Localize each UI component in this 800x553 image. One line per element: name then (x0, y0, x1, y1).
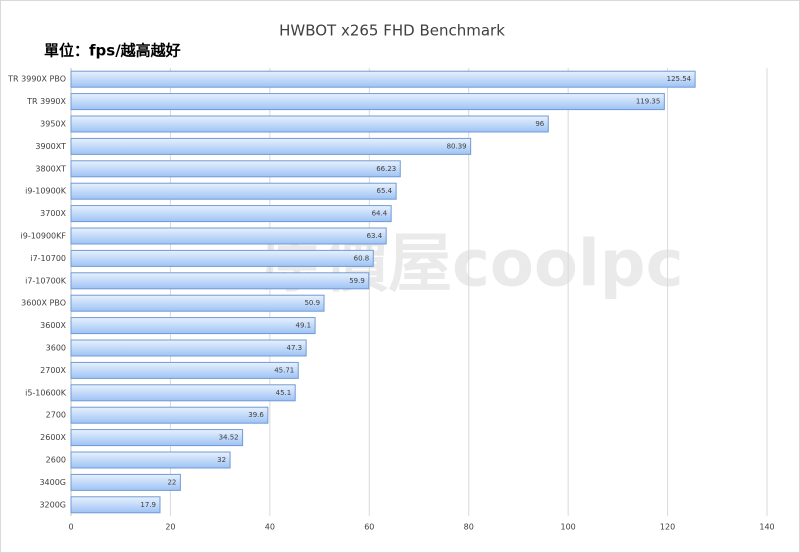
data-label: 63.4 (367, 232, 383, 240)
data-label: 66.23 (376, 165, 396, 173)
bar (70, 429, 244, 447)
x-tick-label: 60 (364, 523, 374, 532)
x-tick-label: 20 (165, 523, 175, 532)
bar (70, 227, 387, 245)
bar (70, 272, 370, 290)
data-label: 59.9 (349, 277, 365, 285)
y-tick-label: 2700X (40, 366, 66, 375)
data-label: 32 (217, 456, 226, 464)
data-label: 45.71 (274, 366, 294, 374)
data-label: 47.3 (287, 344, 303, 352)
y-tick-label: i5-10600K (25, 388, 67, 397)
data-label: 34.52 (219, 434, 239, 442)
y-tick-label: i9-10900KF (21, 232, 67, 241)
bar (70, 339, 307, 357)
y-tick-label: 3600 (46, 344, 66, 353)
data-label: 65.4 (377, 187, 393, 195)
chart-title: HWBOT x265 FHD Benchmark (279, 22, 505, 40)
y-tick-label: 3800XT (35, 164, 66, 173)
bar (70, 70, 696, 88)
y-tick-label: 2600X (40, 433, 66, 442)
x-tick-label: 140 (759, 523, 774, 532)
bar (70, 473, 181, 491)
data-label: 64.4 (372, 210, 388, 218)
bar (70, 294, 325, 312)
y-tick-label: 3600X (40, 321, 66, 330)
y-tick-label: i9-10900K (25, 187, 67, 196)
data-label: 22 (167, 478, 176, 486)
bar (70, 137, 472, 155)
x-tick-label: 100 (561, 523, 576, 532)
y-tick-label: i7-10700 (30, 254, 66, 263)
data-label: 125.54 (667, 75, 692, 83)
y-tick-label: i7-10700K (25, 276, 67, 285)
data-label: 80.39 (447, 142, 467, 150)
y-tick-label: 3400G (39, 478, 66, 487)
data-label: 39.6 (248, 411, 264, 419)
data-label: 17.9 (140, 501, 156, 509)
bar (70, 160, 401, 178)
data-label: 45.1 (276, 389, 292, 397)
bar (70, 317, 316, 335)
y-tick-label: 3700X (40, 209, 66, 218)
y-tick-label: 3900XT (35, 142, 66, 151)
bar (70, 406, 269, 424)
y-tick-label: 2700 (46, 411, 66, 420)
bar (70, 451, 231, 469)
bar (70, 249, 374, 267)
bar (70, 384, 296, 402)
x-tick-label: 120 (660, 523, 675, 532)
y-tick-label: 3200G (39, 500, 66, 509)
y-tick-label: 3950X (40, 120, 66, 129)
bar (70, 182, 397, 200)
bar (70, 93, 665, 111)
bar (70, 361, 299, 379)
bar (70, 115, 549, 133)
x-tick-label: 80 (464, 523, 474, 532)
data-label: 60.8 (354, 254, 370, 262)
y-tick-label: 2600 (46, 456, 66, 465)
data-label: 49.1 (296, 322, 312, 330)
chart-subtitle: 單位：fps/越高越好 (44, 42, 181, 60)
y-tick-label: TR 3990X (26, 97, 66, 106)
data-label: 119.35 (636, 98, 661, 106)
data-label: 50.9 (304, 299, 320, 307)
y-tick-label: TR 3990X PBO (7, 75, 66, 84)
y-tick-label: 3600X PBO (21, 299, 66, 308)
bar (70, 205, 392, 223)
x-tick-label: 40 (265, 523, 275, 532)
data-label: 96 (535, 120, 544, 128)
x-tick-label: 0 (68, 523, 73, 532)
bar (70, 496, 161, 514)
